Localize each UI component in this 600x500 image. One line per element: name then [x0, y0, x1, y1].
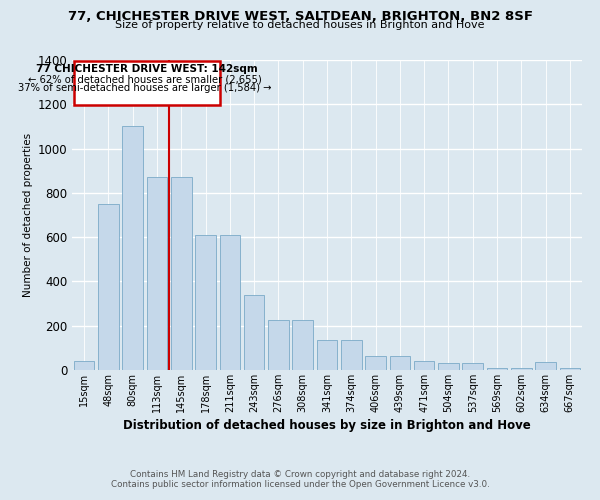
- Text: Contains HM Land Registry data © Crown copyright and database right 2024.
Contai: Contains HM Land Registry data © Crown c…: [110, 470, 490, 489]
- Bar: [195, 235, 216, 370]
- Bar: [74, 61, 220, 106]
- Bar: [341, 340, 362, 370]
- Bar: [463, 364, 483, 370]
- Bar: [487, 368, 508, 370]
- Bar: [220, 235, 240, 370]
- Bar: [122, 126, 143, 370]
- Bar: [292, 320, 313, 370]
- Bar: [365, 356, 386, 370]
- Bar: [511, 368, 532, 370]
- Bar: [244, 294, 265, 370]
- Bar: [98, 204, 119, 370]
- Bar: [438, 364, 459, 370]
- Bar: [74, 361, 94, 370]
- Text: 77, CHICHESTER DRIVE WEST, SALTDEAN, BRIGHTON, BN2 8SF: 77, CHICHESTER DRIVE WEST, SALTDEAN, BRI…: [67, 10, 533, 23]
- Bar: [317, 340, 337, 370]
- Bar: [171, 178, 191, 370]
- Bar: [389, 356, 410, 370]
- Bar: [268, 320, 289, 370]
- Bar: [414, 361, 434, 370]
- Text: 77 CHICHESTER DRIVE WEST: 142sqm: 77 CHICHESTER DRIVE WEST: 142sqm: [37, 64, 258, 74]
- X-axis label: Distribution of detached houses by size in Brighton and Hove: Distribution of detached houses by size …: [123, 419, 531, 432]
- Text: ← 62% of detached houses are smaller (2,655): ← 62% of detached houses are smaller (2,…: [28, 74, 262, 85]
- Bar: [535, 362, 556, 370]
- Text: Size of property relative to detached houses in Brighton and Hove: Size of property relative to detached ho…: [115, 20, 485, 30]
- Bar: [146, 178, 167, 370]
- Y-axis label: Number of detached properties: Number of detached properties: [23, 133, 33, 297]
- Text: 37% of semi-detached houses are larger (1,584) →: 37% of semi-detached houses are larger (…: [18, 83, 272, 93]
- Bar: [560, 368, 580, 370]
